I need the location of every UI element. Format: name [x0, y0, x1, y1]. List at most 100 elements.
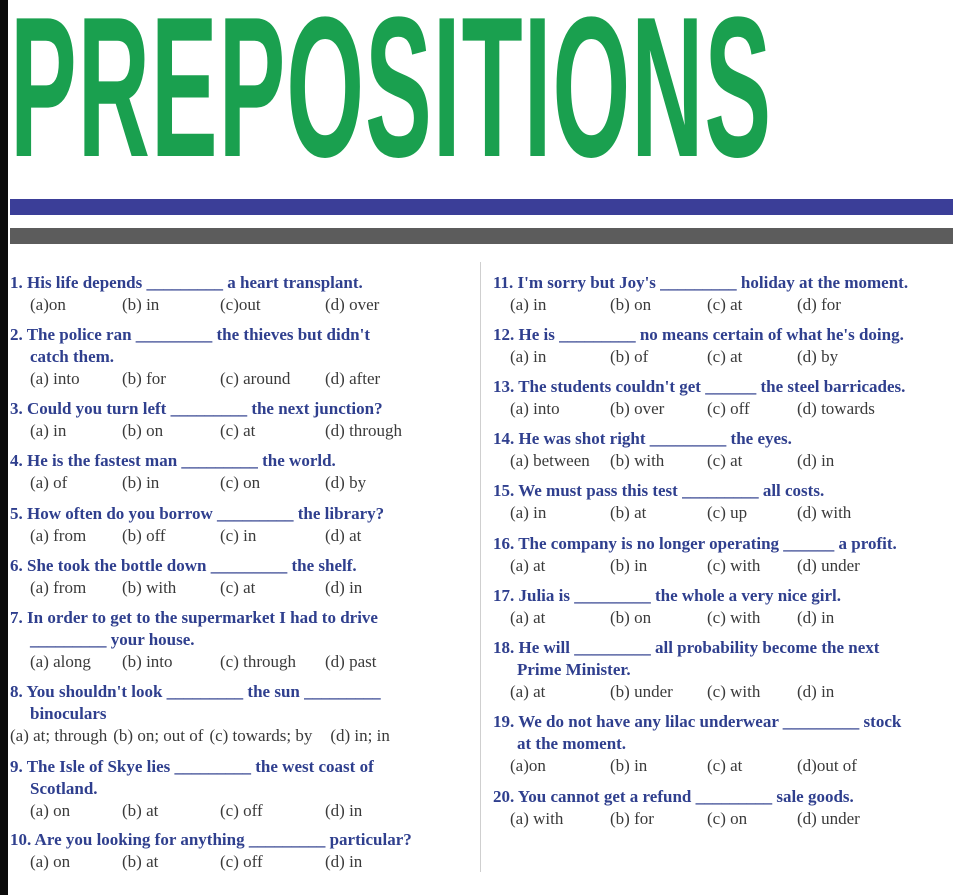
option-d[interactable]: (d) towards [797, 399, 875, 418]
option-d[interactable]: (d) by [797, 347, 839, 366]
option-a[interactable]: (a) in [510, 347, 547, 366]
option-a[interactable]: (a) at; through [10, 726, 108, 745]
option-d[interactable]: (d) through [325, 421, 402, 440]
option-b[interactable]: (b) with [610, 451, 665, 470]
option-c[interactable]: (c) with [707, 682, 761, 701]
option-b[interactable]: (b) in [610, 756, 648, 775]
question-text: 1. His life depends _________ a heart tr… [10, 273, 363, 292]
question-text-continued: Scotland. [30, 779, 98, 798]
question-14: 14. He was shot right _________ the eyes… [493, 428, 834, 472]
option-b[interactable]: (b) at [122, 852, 159, 871]
question-18: 18. He will _________ all probability be… [493, 637, 879, 703]
question-text: 8. You shouldn't look _________ the sun … [10, 682, 381, 701]
option-a[interactable]: (a) in [510, 295, 547, 314]
option-c[interactable]: (c) on [220, 473, 261, 492]
option-b[interactable]: (b) of [610, 347, 649, 366]
option-a[interactable]: (a) at [510, 682, 546, 701]
option-d[interactable]: (d) over [325, 295, 380, 314]
question-15: 15. We must pass this test _________ all… [493, 480, 851, 524]
option-a[interactable]: (a) into [30, 369, 80, 388]
option-d[interactable]: (d) in [797, 608, 835, 627]
option-c[interactable]: (c) off [707, 399, 750, 418]
option-b[interactable]: (b) on [122, 421, 164, 440]
option-d[interactable]: (d) in [797, 451, 835, 470]
answer-options: (a) at (b) on (c) with (d) in [493, 607, 841, 629]
gray-divider-bar [10, 228, 953, 244]
question-2: 2. The police ran _________ the thieves … [10, 324, 380, 390]
option-b[interactable]: (b) for [610, 809, 654, 828]
option-a[interactable]: (a)on [30, 295, 66, 314]
option-a[interactable]: (a) on [30, 801, 71, 820]
option-a[interactable]: (a) in [30, 421, 67, 440]
option-a[interactable]: (a) at [510, 556, 546, 575]
option-d[interactable]: (d) under [797, 809, 860, 828]
option-c[interactable]: (c) off [220, 801, 263, 820]
option-d[interactable]: (d) past [325, 652, 377, 671]
option-b[interactable]: (b) in [610, 556, 648, 575]
question-text: 6. She took the bottle down _________ th… [10, 556, 357, 575]
option-a[interactable]: (a) on [30, 852, 71, 871]
option-c[interactable]: (c) with [707, 556, 761, 575]
option-c[interactable]: (c) through [220, 652, 297, 671]
option-c[interactable]: (c) at [707, 347, 743, 366]
option-a[interactable]: (a)on [510, 756, 546, 775]
option-d[interactable]: (d) in [797, 682, 835, 701]
option-d[interactable]: (d) in [325, 578, 363, 597]
question-9: 9. The Isle of Skye lies _________ the w… [10, 756, 374, 822]
option-a[interactable]: (a) from [30, 578, 87, 597]
option-b[interactable]: (b) in [122, 295, 160, 314]
option-a[interactable]: (a) with [510, 809, 564, 828]
option-b[interactable]: (b) under [610, 682, 673, 701]
option-d[interactable]: (d)out of [797, 756, 857, 775]
option-c[interactable]: (c) on [707, 809, 748, 828]
question-7: 7. In order to get to the supermarket I … [10, 607, 378, 673]
option-b[interactable]: (b) over [610, 399, 665, 418]
option-b[interactable]: (b) at [610, 503, 647, 522]
question-12: 12. He is _________ no means certain of … [493, 324, 904, 368]
option-d[interactable]: (d) at [325, 526, 362, 545]
option-a[interactable]: (a) into [510, 399, 560, 418]
option-a[interactable]: (a) at [510, 608, 546, 627]
option-b[interactable]: (b) on; out of [113, 726, 204, 745]
option-b[interactable]: (b) on [610, 608, 652, 627]
option-a[interactable]: (a) of [30, 473, 68, 492]
option-d[interactable]: (d) in [325, 852, 363, 871]
option-b[interactable]: (b) at [122, 801, 159, 820]
option-c[interactable]: (c) in [220, 526, 257, 545]
option-c[interactable]: (c) at [220, 578, 256, 597]
option-d[interactable]: (d) in [325, 801, 363, 820]
answer-options: (a) from (b) off (c) in (d) at [10, 525, 384, 547]
option-c[interactable]: (c) at [220, 421, 256, 440]
option-a[interactable]: (a) between [510, 451, 590, 470]
option-c[interactable]: (c) off [220, 852, 263, 871]
question-11: 11. I'm sorry but Joy's _________ holida… [493, 272, 908, 316]
option-d[interactable]: (d) under [797, 556, 860, 575]
option-a[interactable]: (a) in [510, 503, 547, 522]
option-c[interactable]: (c) up [707, 503, 748, 522]
option-b[interactable]: (b) in [122, 473, 160, 492]
option-a[interactable]: (a) from [30, 526, 87, 545]
option-b[interactable]: (b) on [610, 295, 652, 314]
option-c[interactable]: (c)out [220, 295, 261, 314]
option-c[interactable]: (c) with [707, 608, 761, 627]
option-c[interactable]: (c) at [707, 295, 743, 314]
option-d[interactable]: (d) for [797, 295, 841, 314]
option-b[interactable]: (b) into [122, 652, 173, 671]
option-c[interactable]: (c) at [707, 756, 743, 775]
option-c[interactable]: (c) towards; by [209, 726, 313, 745]
option-b[interactable]: (b) with [122, 578, 177, 597]
option-d[interactable]: (d) with [797, 503, 852, 522]
option-d[interactable]: (d) by [325, 473, 367, 492]
question-text-continued: binoculars [30, 704, 107, 723]
option-c[interactable]: (c) at [707, 451, 743, 470]
option-b[interactable]: (b) off [122, 526, 166, 545]
answer-options: (a) into (b) over (c) off (d) towards [493, 398, 905, 420]
answer-options: (a) in (b) at (c) up (d) with [493, 502, 851, 524]
option-a[interactable]: (a) along [30, 652, 91, 671]
option-d[interactable]: (d) after [325, 369, 381, 388]
option-c[interactable]: (c) around [220, 369, 291, 388]
answer-options: (a) at; through (b) on; out of (c) towards… [10, 725, 396, 747]
answer-options: (a)on (b) in (c) at (d)out of [493, 755, 901, 777]
option-b[interactable]: (b) for [122, 369, 166, 388]
option-d[interactable]: (d) in; in [330, 726, 390, 745]
